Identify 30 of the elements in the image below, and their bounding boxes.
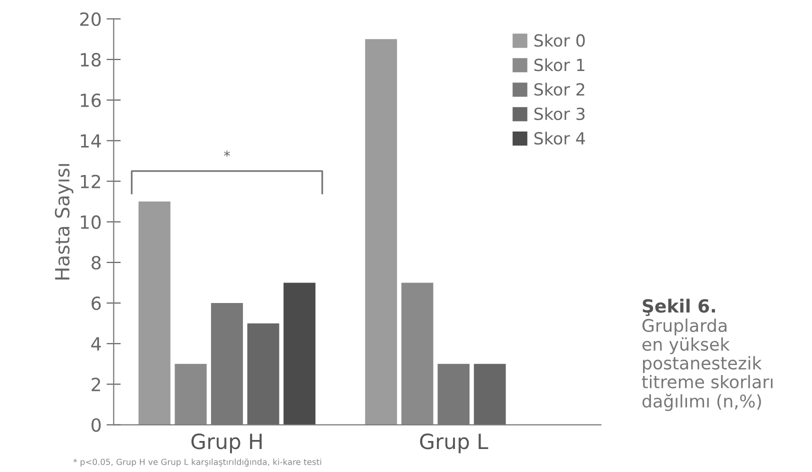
y-tick-label: 20 <box>80 12 101 26</box>
legend-label: Skor 3 <box>534 107 585 120</box>
y-tick-label: 16 <box>80 94 101 108</box>
y-tick-label: 18 <box>80 52 101 67</box>
text: * p<0.05, Grup H ve Grup L karşılaştırıldığında, ki-kare testi <box>73 458 322 467</box>
y-tick-label: 0 <box>92 418 101 432</box>
bar <box>474 364 506 425</box>
bar <box>138 202 170 425</box>
x-tick-label: Grup L <box>420 434 488 454</box>
y-tick-label: 10 <box>80 215 101 229</box>
y-tick-label: 8 <box>92 256 101 270</box>
bar <box>365 39 398 425</box>
legend-label: Skor 0 <box>534 34 585 47</box>
bar <box>401 282 434 425</box>
bar <box>174 364 207 425</box>
y-tick-label: 4 <box>91 337 101 350</box>
text: Gruplarda en yüksek postanestezik titreme skorları dağılımı (n,%) <box>642 318 772 412</box>
y-tick-label: 6 <box>92 296 101 310</box>
y-tick-label: 2 <box>92 378 100 392</box>
legend-label: Skor 1 <box>534 58 584 72</box>
y-tick-label: 14 <box>80 134 101 148</box>
x-tick-label: Grup H <box>191 434 262 454</box>
annotation: * <box>224 150 230 157</box>
bar <box>284 282 316 425</box>
y-axis-title: Hasta Sayısı <box>54 164 74 280</box>
legend-label: Skor 4 <box>534 132 585 145</box>
text: Şekil 6. <box>642 298 715 316</box>
bar <box>247 323 280 425</box>
legend-label: Skor 2 <box>534 82 584 96</box>
y-tick-label: 12 <box>80 174 100 188</box>
